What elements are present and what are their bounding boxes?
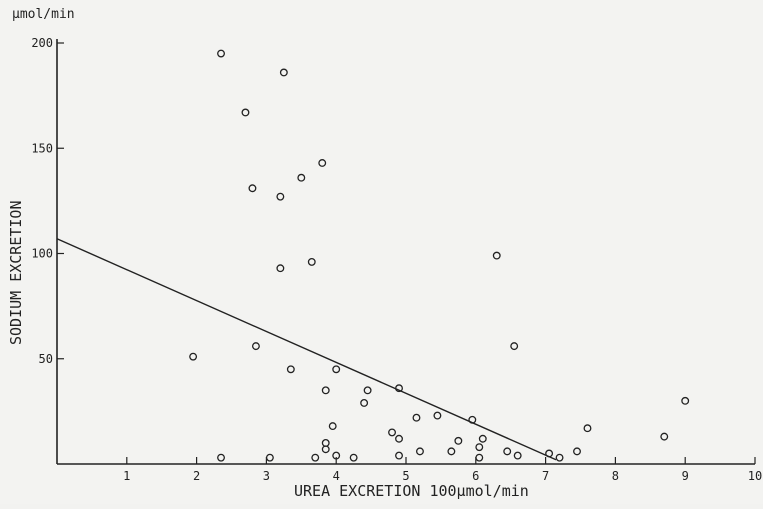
- y-tick-label: 100: [31, 247, 53, 261]
- data-point: [468, 415, 477, 424]
- data-point: [297, 173, 306, 182]
- data-point: [189, 352, 198, 361]
- data-point: [349, 453, 358, 462]
- x-tick-label: 9: [682, 469, 689, 483]
- data-point: [510, 342, 519, 351]
- data-point: [433, 411, 442, 420]
- x-tick-label: 1: [123, 469, 130, 483]
- data-point: [388, 428, 396, 437]
- x-tick-label: 5: [402, 469, 409, 483]
- data-point: [321, 386, 330, 395]
- data-point: [503, 447, 512, 456]
- x-tick-label: 6: [472, 469, 479, 483]
- data-point: [248, 184, 257, 193]
- data-point: [681, 396, 690, 405]
- data-point: [513, 451, 522, 460]
- data-point: [360, 399, 369, 407]
- data-point: [321, 439, 330, 447]
- regression-line-layer: [56, 238, 557, 461]
- data-point: [265, 453, 274, 462]
- data-point: [447, 447, 456, 456]
- data-point: [545, 449, 554, 458]
- data-point: [363, 386, 372, 395]
- data-point: [478, 434, 487, 443]
- data-point: [332, 365, 341, 374]
- x-tick-label: 3: [263, 469, 270, 483]
- data-point: [217, 49, 225, 58]
- data-point: [217, 453, 225, 462]
- data-point: [276, 264, 285, 273]
- data-point: [279, 68, 288, 77]
- data-point: [416, 447, 424, 456]
- data-point: [573, 447, 581, 456]
- data-point: [475, 443, 484, 452]
- y-axis-label: SODIUM EXCRETION: [7, 201, 25, 346]
- x-tick-label: 4: [333, 469, 340, 483]
- data-point: [332, 451, 341, 460]
- y-unit-label: μmol/min: [12, 7, 75, 22]
- data-point: [321, 445, 330, 454]
- y-tick-label: 200: [31, 36, 53, 50]
- x-tick-label: 7: [542, 469, 549, 483]
- data-point: [328, 422, 337, 431]
- data-point: [475, 453, 484, 462]
- data-point: [395, 384, 403, 393]
- data-point: [412, 413, 421, 422]
- data-point: [286, 365, 295, 374]
- y-tick-label: 50: [39, 352, 53, 366]
- y-tick-label: 150: [31, 141, 53, 155]
- data-point: [241, 108, 250, 117]
- axes: [56, 39, 755, 465]
- x-tick-label: 2: [193, 469, 200, 483]
- data-point: [454, 436, 463, 445]
- regression-line: [56, 238, 557, 461]
- x-tick-label: 8: [612, 469, 619, 483]
- data-point: [311, 453, 320, 462]
- data-point: [318, 159, 327, 167]
- x-tick-label: 10: [748, 469, 762, 483]
- data-point: [395, 451, 403, 460]
- data-point: [583, 424, 592, 433]
- data-point: [395, 434, 403, 443]
- tick-labels: 1 2 3 4 5 6 7 8 9 10 50 100 150 200: [31, 36, 762, 483]
- data-point: [492, 251, 501, 260]
- data-point: [276, 192, 285, 201]
- data-point: [555, 453, 564, 462]
- data-points: [189, 49, 690, 462]
- data-point: [307, 257, 316, 266]
- tick-marks: [57, 42, 756, 464]
- x-axis-label: UREA EXCRETION 100μmol/min: [294, 482, 529, 500]
- data-point: [251, 342, 260, 351]
- data-point: [660, 432, 669, 441]
